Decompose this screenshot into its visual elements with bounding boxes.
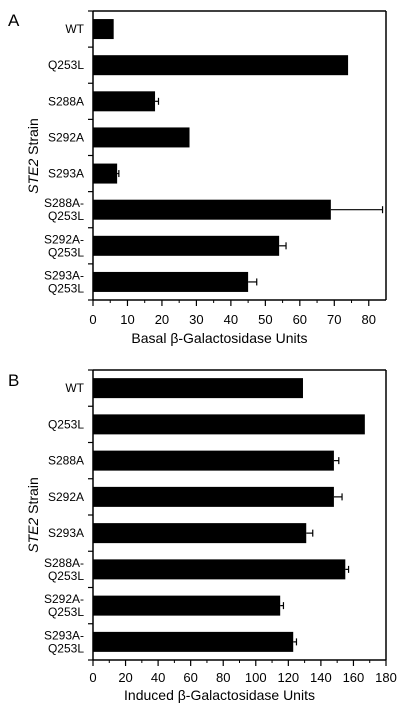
panel-b-category-label: Q253L: [48, 569, 84, 583]
panel-a-letter: A: [8, 11, 20, 30]
panel-b-x-tick-label: 120: [277, 670, 299, 685]
panel-b-x-tick-label: 0: [89, 670, 96, 685]
panel-b-letter: B: [8, 371, 19, 390]
panel-b-x-tick-label: 20: [118, 670, 132, 685]
panel-a-category-label: S288A-: [44, 196, 84, 210]
panel-a-category-label: Q253L: [48, 281, 84, 295]
panel-b-category-label: S293A-: [44, 628, 84, 642]
panel-a-y-axis-title: STE2 Strain: [25, 118, 41, 193]
panel-a-category-label: S293A-: [44, 268, 84, 282]
panel-b-category-label: WT: [65, 381, 84, 395]
panel-a-bar-0: [93, 19, 114, 40]
panel-a-x-tick-label: 80: [362, 312, 376, 327]
panel-b-bar-5: [93, 559, 346, 580]
panel-b-x-tick-label: 100: [245, 670, 267, 685]
panel-a-bar-5: [93, 199, 331, 220]
panel-a-category-label: Q253L: [48, 209, 84, 223]
panel-b-x-tick-label: 40: [151, 670, 165, 685]
panel-a-bar-7: [93, 271, 249, 292]
panel-b-x-tick-label: 60: [183, 670, 197, 685]
panel-a-bar-6: [93, 235, 280, 256]
panel-a-x-tick-label: 50: [258, 312, 272, 327]
panel-b-bar-6: [93, 595, 281, 616]
panel-a-x-tick-label: 40: [224, 312, 238, 327]
panel-a-x-tick-label: 20: [155, 312, 169, 327]
panel-b-category-label: S292A-: [44, 592, 84, 606]
panel-b-category-label: Q253L: [48, 605, 84, 619]
panel-a-category-label: Q253L: [48, 58, 84, 72]
panel-a-category-label: WT: [65, 22, 84, 36]
panel-a-x-tick-label: 10: [120, 312, 134, 327]
panel-b-bar-4: [93, 523, 307, 544]
panel-b-bar-2: [93, 450, 334, 471]
panel-a-category-label: S288A: [48, 94, 84, 108]
panel-a-bar-3: [93, 127, 190, 148]
panel-a-x-tick-label: 60: [293, 312, 307, 327]
panel-b-category-label: S292A: [48, 490, 84, 504]
panel-b-category-label: S288A: [48, 454, 84, 468]
panel-a-category-label: Q253L: [48, 245, 84, 259]
panel-a-category-label: S292A-: [44, 232, 84, 246]
panel-b-x-tick-label: 180: [375, 670, 397, 685]
panel-b-category-label: S288A-: [44, 556, 84, 570]
panel-b-bar-3: [93, 486, 334, 507]
panel-b-x-tick-label: 160: [343, 670, 365, 685]
panel-b-category-label: Q253L: [48, 641, 84, 655]
panel-b-y-axis-title: STE2 Strain: [25, 477, 41, 552]
panel-b-category-label: S293A: [48, 526, 84, 540]
panel-a-bar-4: [93, 163, 118, 184]
panel-b-x-axis-title: Induced β-Galactosidase Units: [124, 687, 315, 703]
panel-a-x-tick-label: 0: [89, 312, 96, 327]
panel-b-bar-7: [93, 631, 294, 652]
panel-a-x-tick-label: 70: [327, 312, 341, 327]
panel-a-bar-2: [93, 91, 156, 112]
panel-b-category-label: Q253L: [48, 417, 84, 431]
panel-b-x-tick-label: 80: [216, 670, 230, 685]
panel-b-bar-1: [93, 414, 365, 435]
panel-a-category-label: S293A: [48, 167, 84, 181]
panel-b-x-tick-label: 140: [310, 670, 332, 685]
panel-a-category-label: S292A: [48, 130, 84, 144]
panel-a-bar-1: [93, 55, 349, 76]
panel-a-x-tick-label: 30: [189, 312, 203, 327]
panel-b-bar-0: [93, 378, 303, 399]
panel-a-x-axis-title: Basal β-Galactosidase Units: [131, 330, 307, 346]
